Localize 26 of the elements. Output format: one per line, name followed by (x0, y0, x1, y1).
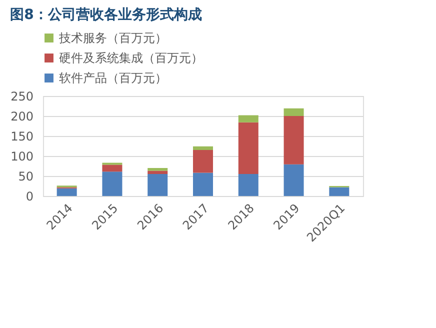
bar (193, 150, 213, 173)
y-tick-label: 250 (10, 90, 34, 104)
bar (56, 188, 77, 196)
bar (284, 164, 304, 196)
y-tick-label: 200 (10, 110, 34, 124)
bar (193, 172, 213, 196)
bar (329, 187, 350, 196)
bar (148, 174, 168, 196)
bar (193, 146, 213, 150)
chart-title: 图8：公司营收各业务形式构成 (10, 7, 202, 23)
bar (238, 115, 258, 122)
bar (102, 164, 122, 172)
y-tick-label: 150 (10, 130, 34, 144)
bar (148, 168, 168, 171)
bar (148, 170, 168, 174)
legend-label: 软件产品（百万元） (59, 71, 167, 85)
y-tick-label: 100 (10, 150, 34, 164)
legend-label: 技术服务（百万元） (58, 31, 167, 45)
bar (284, 108, 304, 116)
y-tick-label: 0 (26, 190, 34, 204)
y-tick-label: 50 (18, 170, 34, 184)
bar (102, 172, 122, 196)
bar (238, 174, 258, 196)
bar (238, 122, 258, 174)
legend-label: 硬件及系统集成（百万元） (59, 51, 203, 65)
bar (284, 116, 304, 164)
